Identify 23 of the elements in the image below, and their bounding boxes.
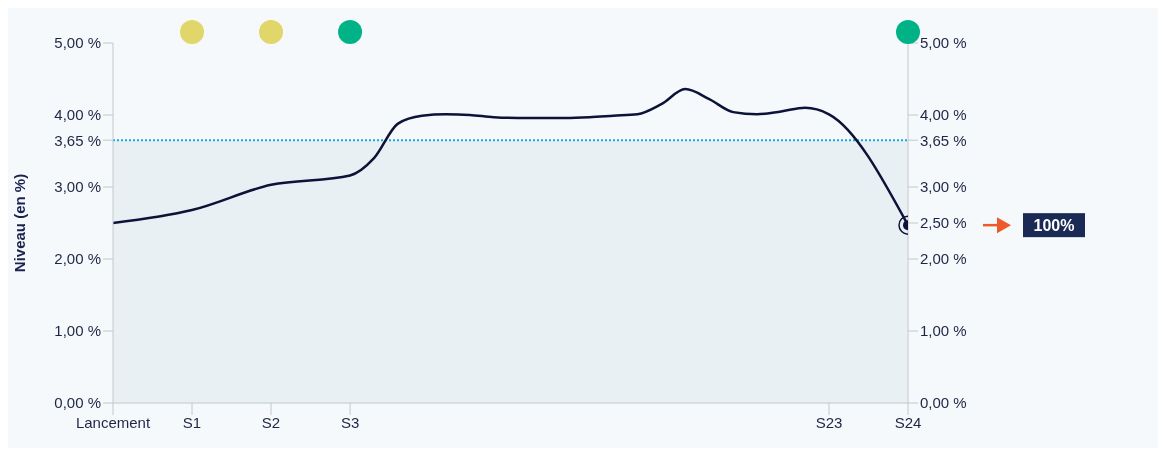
y-tick-label: 3,00 % bbox=[54, 178, 101, 196]
x-tick-label: S2 bbox=[261, 413, 281, 431]
y2-tick-label: 3,65 % bbox=[920, 131, 967, 149]
x-tick-label: S1 bbox=[182, 413, 202, 431]
x-tick-label: S24 bbox=[894, 413, 922, 431]
y2-tick-label: 4,00 % bbox=[920, 106, 967, 124]
x-tick-label: S3 bbox=[340, 413, 360, 431]
y-tick-label: 0,00 % bbox=[54, 394, 101, 412]
y2-tick-label: 5,00 % bbox=[920, 34, 967, 52]
x-tick-label: Lancement bbox=[75, 413, 151, 431]
y2-tick-label: 3,00 % bbox=[920, 178, 967, 196]
y-tick-label: 5,00 % bbox=[54, 34, 101, 52]
y-tick-label: 1,00 % bbox=[54, 322, 101, 340]
x-tick-label: S23 bbox=[815, 413, 843, 431]
y2-tick-label: 2,50 % bbox=[920, 214, 967, 232]
y-axis-title: Niveau (en %) bbox=[11, 173, 29, 273]
y-tick-label: 4,00 % bbox=[54, 106, 101, 124]
y2-tick-label: 2,00 % bbox=[920, 250, 967, 268]
y2-tick-label: 1,00 % bbox=[920, 322, 967, 340]
text: 100% bbox=[1033, 217, 1075, 235]
y2-tick-label: 0,00 % bbox=[920, 394, 967, 412]
y-tick-label: 3,65 % bbox=[54, 131, 101, 149]
y-tick-label: 2,00 % bbox=[54, 250, 101, 268]
